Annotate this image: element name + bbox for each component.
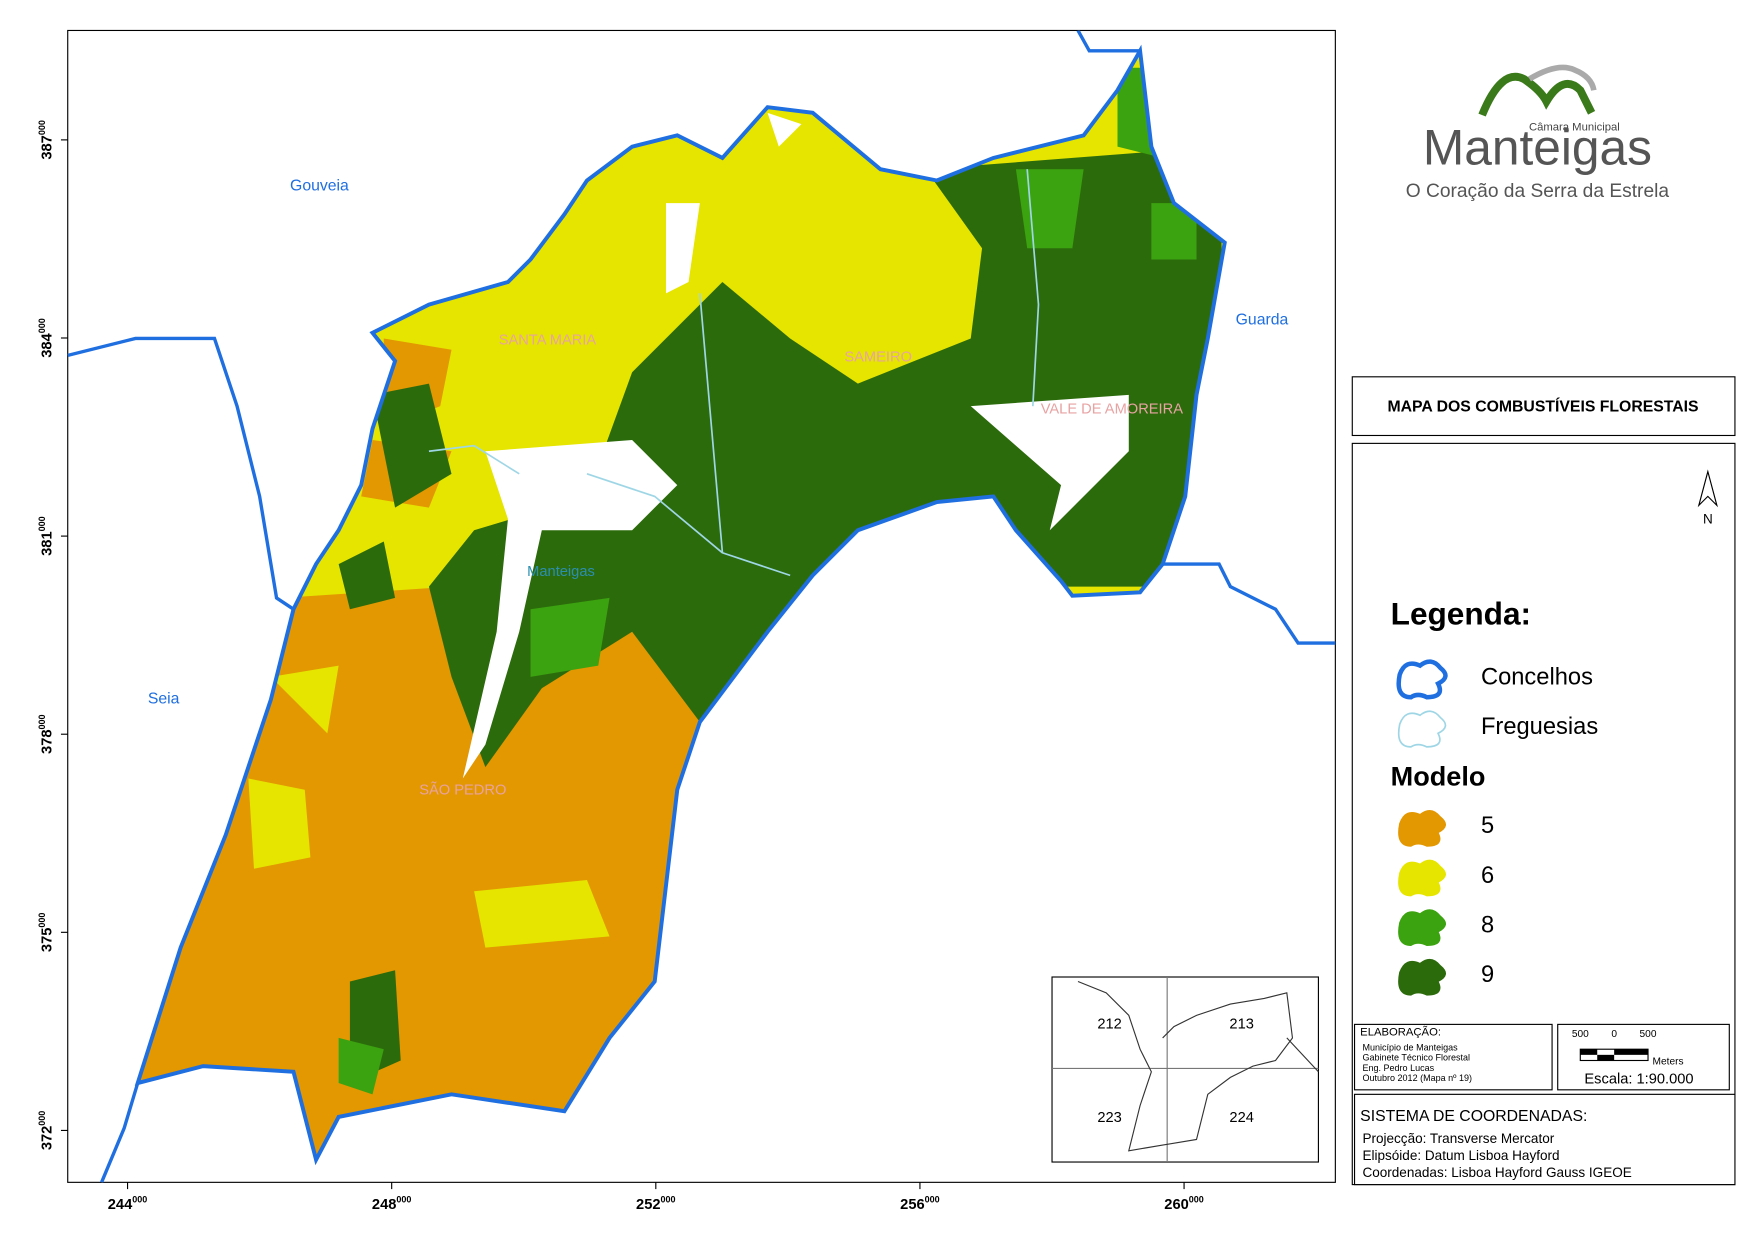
coordinates-heading: SISTEMA DE COORDENADAS: [1360,1108,1587,1125]
x-tick-label: 244000 [108,1195,148,1213]
legend-swatch [1398,859,1446,897]
legend-label: 8 [1481,913,1494,939]
legend: Concelhos Freguesias 5 6 8 9 [1396,659,1598,996]
legend-label: Freguesias [1481,714,1598,740]
y-tick-label: 372000 [37,1111,55,1151]
credits-box [1353,1023,1553,1091]
scale-tick: 0 [1611,1029,1617,1040]
inset-label: 213 [1229,1016,1253,1032]
map-title: MAPA DOS COMBUSTÍVEIS FLORESTAIS [1388,396,1699,415]
legend-title: Legenda: [1391,595,1531,631]
logo-mark [1478,72,1596,117]
neighbour-label: Guarda [1236,312,1289,329]
fuel-9 [428,146,1225,768]
fuel-6 [248,665,610,948]
logo-council: Câmara Municipal [1529,121,1620,133]
scale-bar-segment [1614,1049,1649,1055]
neighbour-boundary [67,30,1336,1183]
scale-bar [1579,1048,1649,1062]
credits-line: Gabinete Técnico Florestal [1362,1053,1470,1063]
x-tick-label: 256000 [900,1195,940,1213]
neighbour-labels: Gouveia Guarda Seia [148,177,1289,707]
legend-label: 5 [1481,813,1494,839]
x-tick-label: 252000 [636,1195,676,1213]
scale-tick: 500 [1572,1029,1589,1040]
y-tick-label: 378000 [37,714,55,754]
coordinates-box [1353,1093,1736,1186]
fuel-9 [338,383,452,1084]
logo-tagline: O Coração da Serra da Estrela [1406,181,1670,202]
y-tick-label: 384000 [37,318,55,358]
inset-label: 212 [1097,1016,1121,1032]
scale-bar-segment [1580,1049,1598,1055]
coordinates: Projecção: Transverse Mercator Elipsóide:… [1362,1131,1631,1180]
coordinates-line: Elipsóide: Datum Lisboa Hayford [1362,1148,1559,1163]
axes: 244000 248000 252000 256000 260000 372000 3750… [37,120,1204,1213]
parish-boundary [428,169,1040,577]
north-arrow [1697,469,1718,508]
coordinates-line: Coordenadas: Lisboa Hayford Gauss IGEOE [1362,1165,1631,1180]
legend-swatch [1397,710,1447,748]
parish-label: SAMEIRO [844,350,912,366]
legend-subtitle: Modelo [1391,761,1486,792]
credits-line: Eng. Pedro Lucas [1362,1063,1434,1073]
parish-label: SANTA MARIA [499,333,597,349]
inset-label: 224 [1229,1110,1253,1126]
scale-text: Escala: 1:90.000 [1584,1072,1693,1088]
credits-line: Município de Manteigas [1362,1042,1458,1052]
legend-swatch [1398,958,1446,996]
legend-label: Concelhos [1481,664,1593,690]
legend-label: 9 [1481,962,1494,988]
parish-labels: SANTA MARIA SAMEIRO VALE DE AMOREIRA SÃO… [419,333,1183,799]
inset-label: 223 [1097,1110,1121,1126]
x-tick-label: 260000 [1164,1195,1204,1213]
y-tick-label: 375000 [37,913,55,953]
scale-tick: 500 [1640,1029,1657,1040]
coordinates-line: Projecção: Transverse Mercator [1362,1131,1554,1146]
y-tick-label: 387000 [37,120,55,160]
credits-line: Outubro 2012 (Mapa nº 19) [1362,1073,1472,1083]
y-tick-label: 381000 [37,516,55,556]
north-label: N [1703,512,1713,527]
no-fuel [462,112,1129,779]
logo: Câmara Municipal Manteigas O Coração da … [1406,64,1670,202]
parish-label: SÃO PEDRO [419,782,506,799]
credits-heading: ELABORAÇÃO: [1360,1025,1441,1038]
neighbour-label: Seia [148,691,180,708]
legend-swatch [1398,810,1446,847]
legend-swatch [1398,909,1446,946]
parish-label: VALE DE AMOREIRA [1041,401,1184,417]
neighbour-label: Gouveia [290,177,349,194]
town-label: Manteigas [527,564,595,580]
title-box [1351,376,1736,437]
logo-name: Manteigas [1423,119,1652,175]
scale-bar-segment [1597,1054,1615,1061]
fuel-5 [137,586,712,1160]
inset-boundary [1077,980,1319,1152]
x-tick-label: 248000 [372,1195,412,1213]
legend-label: 6 [1481,863,1494,889]
scale-unit: Meters [1653,1056,1684,1067]
legend-swatch [1396,659,1448,700]
inset-frame [1051,976,1319,1163]
logo-mark [1528,64,1597,91]
inset-map: 212 213 223 224 [1051,976,1319,1163]
